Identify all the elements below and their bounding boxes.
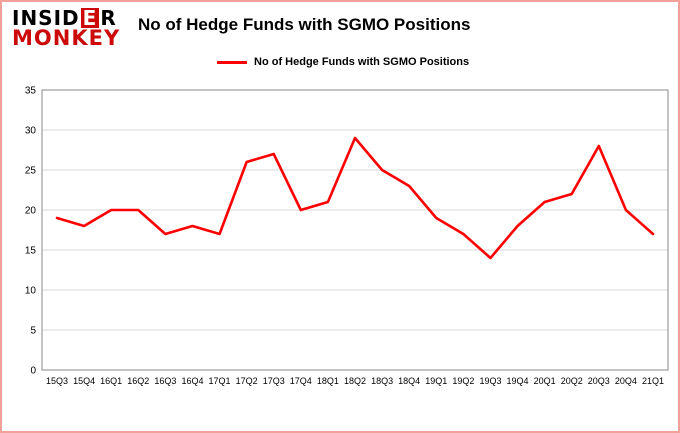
y-tick-label: 15: [25, 246, 37, 257]
x-tick-label: 19Q4: [507, 376, 529, 386]
y-tick-label: 20: [25, 206, 37, 217]
y-tick-label: 25: [25, 166, 37, 177]
line-chart: 0 5 10 15 20 25 30 35 15Q3 15Q4 16Q1 16Q2 16Q3 16Q4 17…: [25, 86, 669, 386]
logo-insider-part1: INSID: [12, 6, 80, 30]
x-tick-label: 16Q2: [127, 376, 149, 386]
x-tick-label: 21Q1: [642, 376, 664, 386]
series-line: [55, 136, 655, 260]
x-tick-label: 18Q1: [317, 376, 339, 386]
x-tick-label: 17Q1: [209, 376, 231, 386]
y-tick-label: 35: [25, 86, 37, 97]
x-tick-label: 20Q1: [534, 376, 556, 386]
x-tick-label: 18Q3: [371, 376, 393, 386]
x-tick-label: 16Q4: [181, 376, 203, 386]
x-tick-label: 16Q3: [154, 376, 176, 386]
insider-monkey-logo: INSID E R MONKEY: [12, 8, 120, 50]
y-tick-label: 30: [25, 126, 37, 137]
x-tick-label: 19Q1: [425, 376, 447, 386]
legend-label: No of Hedge Funds with SGMO Positions: [254, 56, 470, 68]
x-tick-label: 19Q2: [452, 376, 474, 386]
x-tick-label: 19Q3: [479, 376, 501, 386]
logo-text-monkey: MONKEY: [12, 26, 121, 51]
x-tick-label: 17Q2: [236, 376, 258, 386]
logo-text-insider: INSID E R: [12, 6, 120, 30]
x-tick-label: 18Q4: [398, 376, 420, 386]
logo-insider-highlight: E: [80, 6, 100, 30]
legend: No of Hedge Funds with SGMO Positions: [217, 56, 469, 68]
x-tick-label: 15Q4: [73, 376, 95, 386]
y-tick-label: 0: [30, 366, 36, 377]
x-tick-label: 20Q3: [588, 376, 610, 386]
x-tick-label: 18Q2: [344, 376, 366, 386]
y-tick-label: 10: [25, 286, 37, 297]
x-tick-label: 15Q3: [46, 376, 68, 386]
x-tick-label: 20Q4: [615, 376, 637, 386]
y-tick-label: 5: [30, 326, 36, 337]
x-tick-label: 17Q4: [290, 376, 312, 386]
x-tick-label: 16Q1: [100, 376, 122, 386]
x-tick-label: 20Q2: [561, 376, 583, 386]
chart-title: No of Hedge Funds with SGMO Positions: [138, 15, 471, 34]
legend-line-swatch: [217, 60, 247, 64]
plot-border: [41, 89, 669, 371]
logo-insider-part2: R: [100, 6, 117, 30]
x-tick-label: 17Q3: [263, 376, 285, 386]
